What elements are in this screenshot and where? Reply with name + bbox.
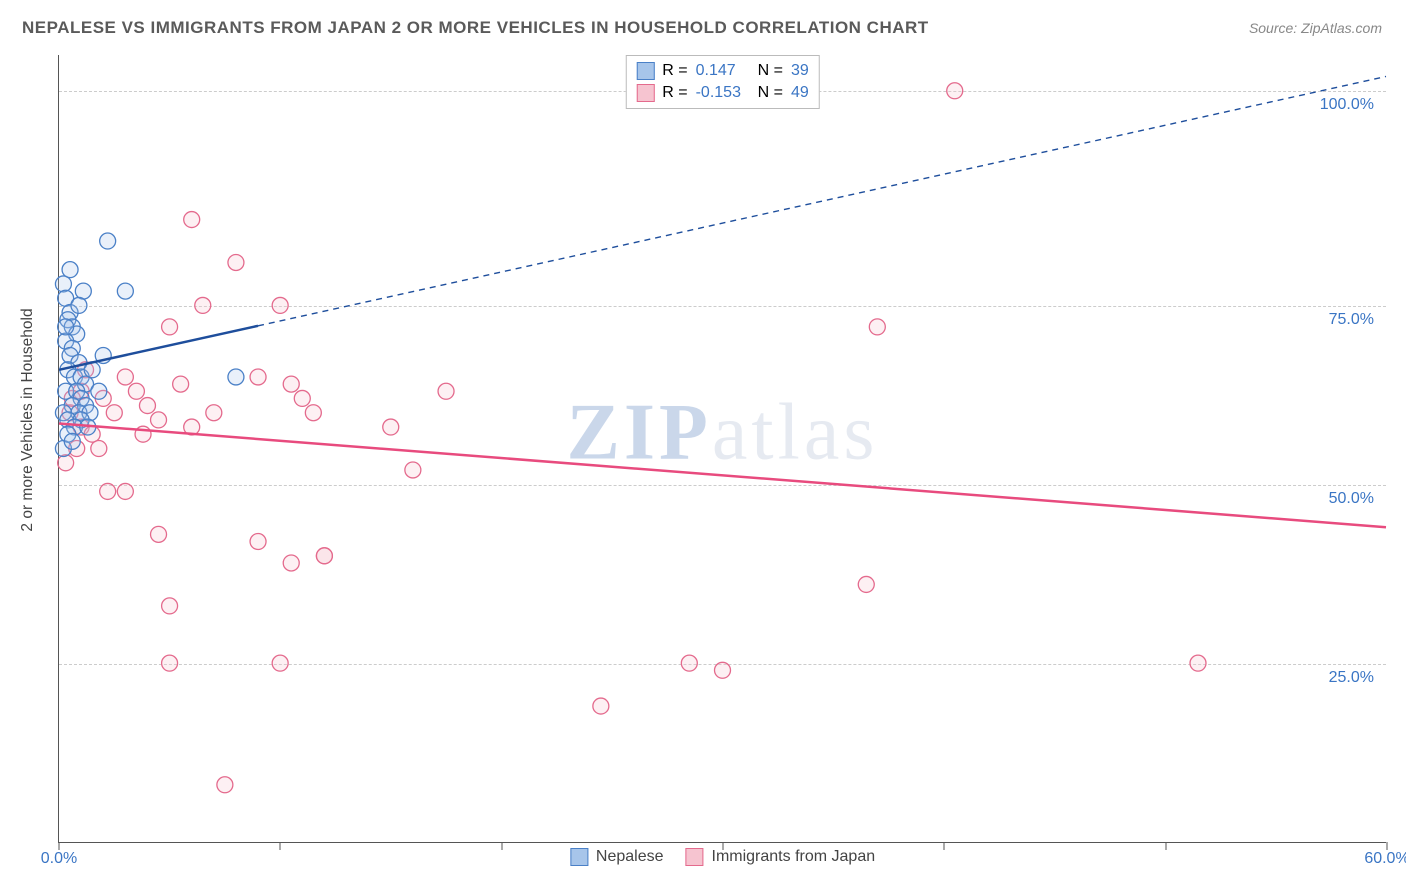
x-tick-mark [1387,842,1388,850]
data-point [593,698,609,714]
stats-legend-row: R = 0.147 N = 39 [636,60,808,82]
y-tick-label: 100.0% [1320,96,1374,114]
data-point [405,462,421,478]
data-point [62,262,78,278]
data-point [71,297,87,313]
data-point [195,297,211,313]
x-tick-label: 60.0% [1364,850,1406,868]
data-point [681,655,697,671]
y-axis-label: 2 or more Vehicles in Household [19,308,37,531]
data-point [117,369,133,385]
data-point [283,376,299,392]
data-point [173,376,189,392]
x-tick-mark [59,842,60,850]
data-point [228,254,244,270]
data-point [858,576,874,592]
data-point [206,405,222,421]
data-point [294,390,310,406]
data-point [184,212,200,228]
data-point [91,441,107,457]
stats-legend: R = 0.147 N = 39 R = -0.153 N = 49 [625,55,819,109]
data-point [228,369,244,385]
y-tick-label: 75.0% [1329,311,1374,329]
y-tick-label: 25.0% [1329,669,1374,687]
plot-area: ZIPatlas R = 0.147 N = 39 R = -0.153 N =… [58,55,1386,843]
trend-line [59,326,258,370]
data-point [272,655,288,671]
data-point [91,383,107,399]
data-point [715,662,731,678]
data-point [58,319,74,335]
data-point [151,412,167,428]
legend-label: Nepalese [596,848,664,866]
data-point [162,319,178,335]
data-point [139,398,155,414]
data-point [316,548,332,564]
source-label: Source: ZipAtlas.com [1249,20,1382,36]
data-point [305,405,321,421]
data-point [64,433,80,449]
data-point [117,283,133,299]
data-point [283,555,299,571]
swatch-nepalese [636,62,654,80]
data-point [100,233,116,249]
data-point [383,419,399,435]
chart-title: NEPALESE VS IMMIGRANTS FROM JAPAN 2 OR M… [22,18,929,38]
data-point [1190,655,1206,671]
data-point [106,405,122,421]
data-point [100,483,116,499]
x-tick-mark [501,842,502,850]
data-point [869,319,885,335]
x-tick-label: 0.0% [41,850,77,868]
data-point [162,598,178,614]
x-tick-mark [723,842,724,850]
swatch-nepalese [570,848,588,866]
scatter-plot-svg [59,55,1386,842]
swatch-japan [686,848,704,866]
data-point [55,276,71,292]
x-tick-mark [944,842,945,850]
data-point [128,383,144,399]
data-point [438,383,454,399]
data-point [272,297,288,313]
y-tick-label: 50.0% [1329,490,1374,508]
series-legend: Nepalese Immigrants from Japan [570,848,875,866]
trend-line [59,423,1386,527]
data-point [58,455,74,471]
data-point [75,283,91,299]
data-point [162,655,178,671]
data-point [250,534,266,550]
data-point [151,526,167,542]
data-point [217,777,233,793]
x-tick-mark [280,842,281,850]
data-point [947,83,963,99]
data-point [117,483,133,499]
stats-legend-row: R = -0.153 N = 49 [636,82,808,104]
data-point [250,369,266,385]
swatch-japan [636,84,654,102]
legend-label: Immigrants from Japan [712,848,876,866]
trend-line-extrapolated [258,76,1386,325]
x-tick-mark [1165,842,1166,850]
